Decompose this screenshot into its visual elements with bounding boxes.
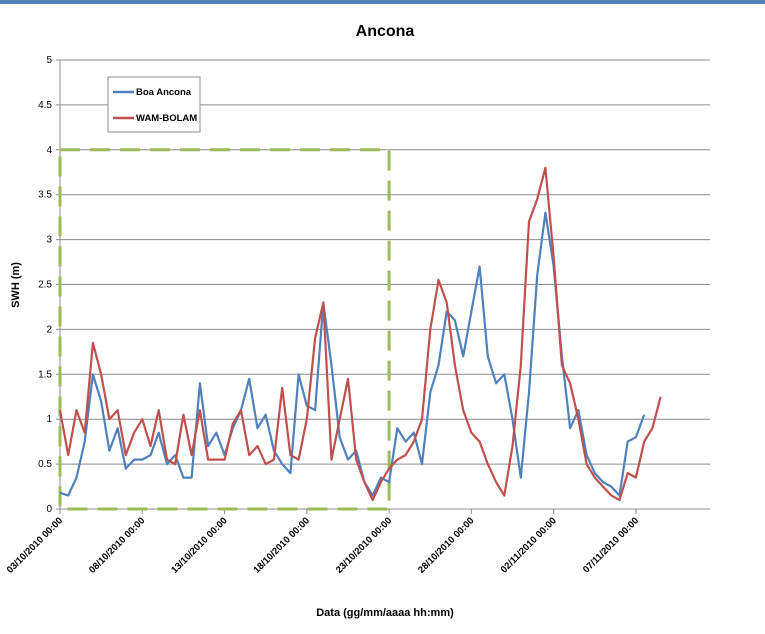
series-line xyxy=(59,211,646,497)
highlight-box xyxy=(58,148,391,511)
y-tick-label: 0 xyxy=(46,504,52,515)
x-tick-label: 28/10/2010 00:00 xyxy=(416,515,476,575)
y-tick-label: 3 xyxy=(46,235,52,246)
x-tick-label: 18/10/2010 00:00 xyxy=(252,515,312,575)
series-line xyxy=(58,166,662,502)
y-tick-label: 3.5 xyxy=(38,190,52,201)
legend-label: WAM-BOLAM xyxy=(136,113,197,124)
x-tick-label: 13/10/2010 00:00 xyxy=(169,515,229,575)
y-tick-label: 2 xyxy=(46,324,52,335)
y-tick-label: 2.5 xyxy=(38,280,52,291)
x-tick-label: 07/11/2010 00:00 xyxy=(581,515,641,575)
y-tick-label: 0.5 xyxy=(38,459,52,470)
legend-label: Boa Ancona xyxy=(136,87,192,98)
y-axis-label: SWH (m) xyxy=(10,262,22,308)
y-tick-label: 1.5 xyxy=(38,369,52,380)
y-tick-label: 1 xyxy=(46,414,52,425)
x-axis-label: Data (gg/mm/aaaa hh:mm) xyxy=(316,607,454,619)
y-tick-label: 4.5 xyxy=(38,100,52,111)
top-bar xyxy=(0,0,765,4)
y-tick-label: 5 xyxy=(46,55,52,66)
legend-box xyxy=(107,76,201,133)
x-tick-label: 23/10/2010 00:00 xyxy=(334,515,394,575)
y-tick-label: 4 xyxy=(46,145,52,156)
chart-title: Ancona xyxy=(356,23,415,40)
x-tick-label: 02/11/2010 00:00 xyxy=(499,515,559,575)
x-tick-label: 08/10/2010 00:00 xyxy=(87,515,147,575)
x-tick-label: 03/10/2010 00:00 xyxy=(5,515,65,575)
